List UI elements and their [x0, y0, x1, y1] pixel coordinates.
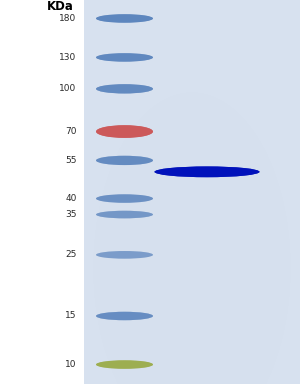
Ellipse shape — [96, 194, 153, 203]
Text: KDa: KDa — [46, 0, 74, 13]
Ellipse shape — [96, 53, 153, 62]
Text: 25: 25 — [65, 250, 76, 259]
Ellipse shape — [96, 14, 153, 23]
Text: 100: 100 — [59, 84, 76, 93]
Text: 130: 130 — [59, 53, 76, 62]
Ellipse shape — [96, 251, 153, 259]
Ellipse shape — [96, 84, 153, 93]
Ellipse shape — [96, 156, 153, 165]
Bar — [84, 0, 300, 384]
Ellipse shape — [96, 312, 153, 320]
Ellipse shape — [96, 194, 153, 203]
Ellipse shape — [96, 14, 153, 23]
Ellipse shape — [96, 360, 153, 369]
Text: 70: 70 — [65, 127, 76, 136]
Text: 180: 180 — [59, 14, 76, 23]
Text: 35: 35 — [65, 210, 76, 219]
Ellipse shape — [96, 211, 153, 218]
Text: 15: 15 — [65, 311, 76, 321]
Ellipse shape — [96, 360, 153, 369]
Ellipse shape — [96, 53, 153, 62]
Text: 55: 55 — [65, 156, 76, 165]
Ellipse shape — [96, 125, 153, 138]
Text: 40: 40 — [65, 194, 76, 203]
Ellipse shape — [96, 84, 153, 93]
Ellipse shape — [96, 211, 153, 218]
Ellipse shape — [96, 156, 153, 165]
Ellipse shape — [154, 166, 260, 177]
Ellipse shape — [154, 166, 260, 177]
Ellipse shape — [96, 312, 153, 320]
Ellipse shape — [96, 125, 153, 138]
Text: 10: 10 — [65, 360, 76, 369]
Ellipse shape — [96, 251, 153, 259]
